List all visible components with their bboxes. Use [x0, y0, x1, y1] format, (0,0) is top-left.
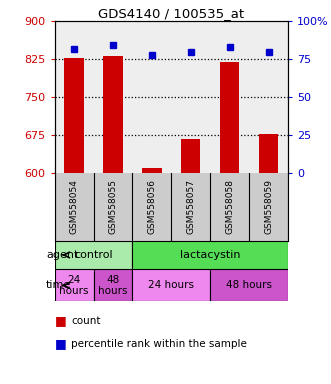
- Text: ■: ■: [55, 314, 66, 327]
- Text: GSM558055: GSM558055: [109, 179, 118, 235]
- Bar: [142, 169, 162, 174]
- Text: control: control: [74, 250, 113, 260]
- Text: lactacystin: lactacystin: [180, 250, 240, 260]
- Bar: [210, 270, 288, 301]
- Text: count: count: [71, 316, 101, 326]
- Text: percentile rank within the sample: percentile rank within the sample: [71, 339, 247, 349]
- Text: GSM558057: GSM558057: [186, 179, 195, 235]
- Text: 48
hours: 48 hours: [98, 275, 128, 296]
- Bar: [64, 58, 84, 174]
- Bar: [103, 56, 123, 174]
- Text: ■: ■: [55, 337, 66, 350]
- Text: time: time: [46, 280, 71, 290]
- Bar: [181, 139, 201, 174]
- Bar: [132, 270, 210, 301]
- Text: GSM558058: GSM558058: [225, 179, 234, 235]
- Text: 24 hours: 24 hours: [148, 280, 194, 290]
- Text: GSM558056: GSM558056: [147, 179, 156, 235]
- Text: agent: agent: [46, 250, 78, 260]
- Title: GDS4140 / 100535_at: GDS4140 / 100535_at: [98, 7, 244, 20]
- Bar: [55, 270, 93, 301]
- Bar: [132, 240, 288, 270]
- Bar: [259, 134, 278, 174]
- Bar: [55, 240, 132, 270]
- Text: GSM558059: GSM558059: [264, 179, 273, 235]
- Text: 48 hours: 48 hours: [226, 280, 272, 290]
- Bar: [220, 62, 239, 174]
- Text: GSM558054: GSM558054: [70, 180, 78, 234]
- Text: 24
hours: 24 hours: [59, 275, 89, 296]
- Bar: [93, 270, 132, 301]
